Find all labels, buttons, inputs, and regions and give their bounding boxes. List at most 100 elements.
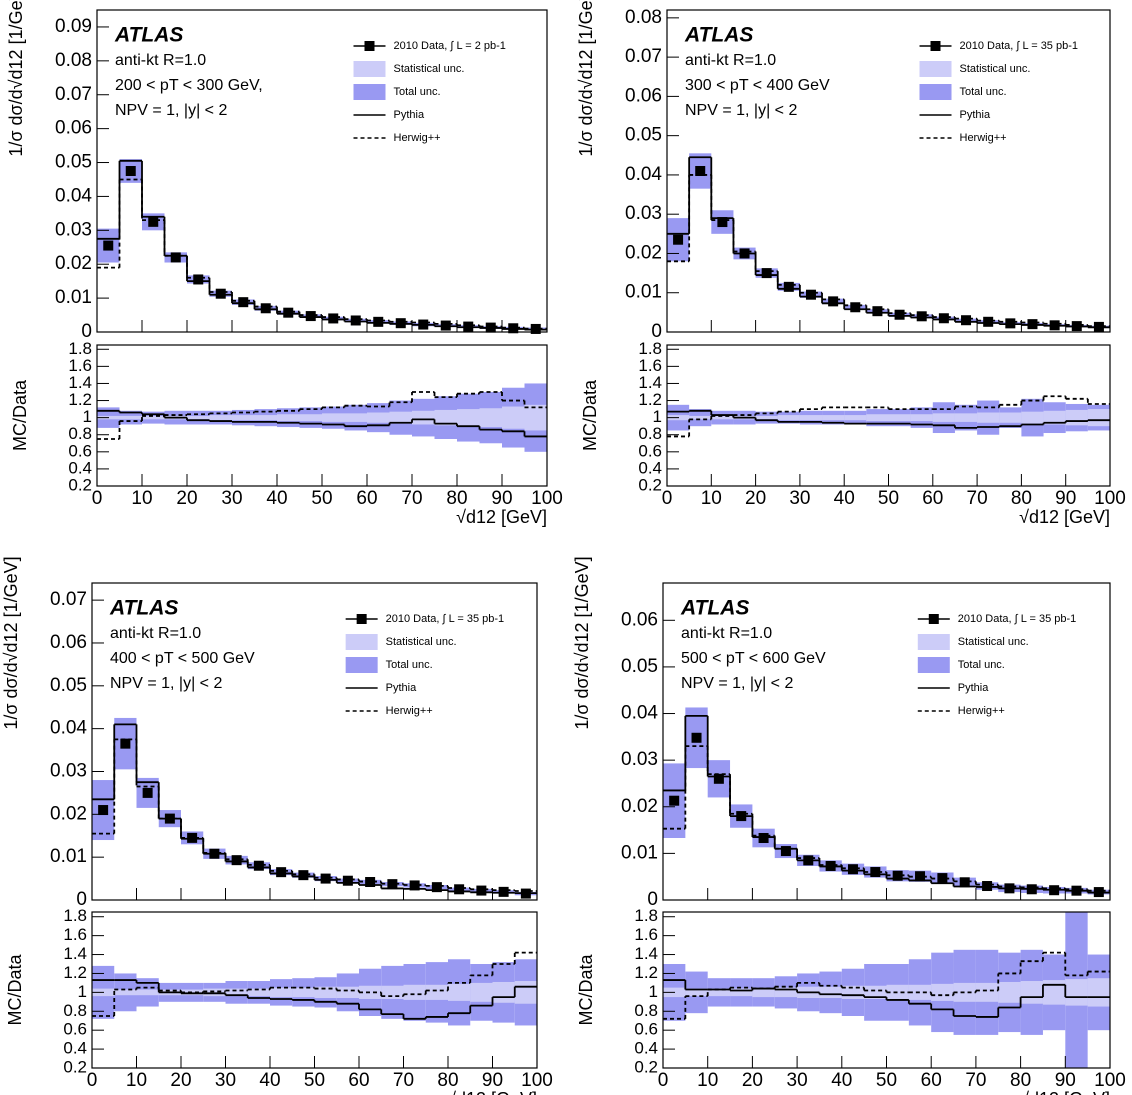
data-point [761, 268, 772, 279]
data-point [209, 848, 220, 859]
x-tick-label: 90 [482, 1070, 503, 1091]
ratio-unc-band [1020, 981, 1043, 1004]
y-tick-label: 0.05 [55, 152, 92, 173]
x-tick-label: 80 [437, 1070, 458, 1091]
data-point [669, 795, 680, 806]
ratio-axis-label: MC/Data [10, 379, 30, 451]
ratio-unc-band [689, 415, 712, 420]
y-tick-label: 1.4 [634, 944, 658, 963]
x-tick-label: 30 [787, 1070, 808, 1091]
ratio-unc-band [254, 415, 277, 421]
ratio-unc-band [114, 989, 137, 996]
data-point [298, 870, 309, 881]
y-tick-label: 0.4 [638, 458, 662, 477]
data-point [320, 873, 331, 884]
ratio-unc-band [755, 415, 778, 420]
data-point [342, 875, 353, 886]
ratio-unc-band [1087, 978, 1110, 1007]
legend-label: Herwig++ [958, 705, 1005, 717]
data-point [803, 855, 814, 866]
data-point [961, 315, 972, 326]
x-tick-label: 80 [446, 488, 467, 509]
data-point [892, 870, 903, 881]
ratio-axis-label: MC/Data [576, 954, 596, 1026]
y-tick-label: 0 [651, 321, 662, 342]
ratio-unc-band [119, 415, 142, 420]
y-tick-label: 0.6 [68, 441, 92, 460]
y-tick-label: 0.02 [625, 242, 662, 263]
data-point [454, 884, 465, 895]
data-point [847, 864, 858, 875]
data-point [691, 732, 702, 743]
y-tick-label: 0 [81, 321, 92, 342]
ratio-unc-band [932, 413, 955, 422]
ratio-unc-band [403, 984, 426, 1000]
data-point [387, 879, 398, 890]
x-tick-label: 60 [922, 488, 943, 509]
ratio-unc-band [203, 988, 226, 997]
data-point [828, 296, 839, 307]
data-point [276, 867, 287, 878]
ratio-unc-band [752, 987, 775, 998]
data-point [825, 860, 836, 871]
data-point [365, 877, 376, 888]
ratio-unc-band [232, 415, 255, 421]
data-point [260, 303, 271, 314]
y-tick-label: 1.6 [638, 356, 662, 375]
x-tick-label: 100 [1094, 488, 1126, 509]
data-point [870, 867, 881, 878]
legend-label: Total unc. [960, 86, 1007, 98]
ratio-unc-band [1021, 411, 1044, 424]
y-tick-label: 1 [653, 407, 662, 426]
data-point [695, 166, 706, 176]
x-tick-label: 30 [215, 1070, 236, 1091]
y-tick-label: 0.08 [55, 50, 92, 71]
legend-label: 2010 Data, ∫ L = 35 pb-1 [960, 40, 1079, 52]
ratio-unc-band [367, 412, 390, 423]
x-tick-label: 10 [701, 488, 722, 509]
legend-label: Pythia [386, 682, 417, 694]
annotation: 500 < pT < 600 GeV [681, 650, 826, 667]
data-point [1071, 885, 1082, 896]
data-point [409, 880, 420, 891]
data-point [1004, 883, 1015, 894]
legend-label: Total unc. [386, 659, 433, 671]
data-point [916, 311, 927, 322]
data-point [418, 319, 429, 330]
x-tick-label: 80 [1010, 1070, 1031, 1091]
x-tick-label: 40 [259, 1070, 280, 1091]
y-tick-label: 1.8 [638, 339, 662, 358]
data-point [713, 773, 724, 784]
legend-swatch [928, 614, 939, 624]
y-tick-label: 0.07 [50, 589, 87, 610]
x-tick-label: 100 [531, 488, 563, 509]
data-point [520, 888, 531, 899]
data-point [164, 813, 175, 824]
y-tick-label: 0.6 [638, 441, 662, 460]
data-point [476, 885, 487, 896]
data-point [872, 306, 883, 317]
x-tick-label: 70 [967, 488, 988, 509]
ratio-unc-band [270, 987, 293, 998]
data-point [1049, 320, 1060, 331]
ratio-unc-band [434, 409, 457, 426]
annotation: anti-kt R=1.0 [681, 625, 772, 642]
x-tick-label: 60 [348, 1070, 369, 1091]
y-tick-label: 1.4 [63, 944, 87, 963]
ratio-unc-band [1065, 979, 1088, 1006]
data-point [1027, 319, 1038, 330]
ratio-unc-band [799, 415, 823, 421]
ratio-unc-band [975, 982, 999, 1002]
x-tick-label: 0 [662, 488, 673, 509]
legend-label: Total unc. [958, 659, 1005, 671]
data-point [508, 323, 519, 334]
ratio-unc-band [277, 414, 300, 422]
legend-swatch [353, 61, 386, 77]
x-tick-label: 70 [965, 1070, 986, 1091]
y-tick-label: 1.2 [63, 963, 87, 982]
x-tick-label: 40 [266, 488, 287, 509]
legend-label: Total unc. [394, 86, 441, 98]
data-point [283, 307, 294, 318]
annotation: 200 < pT < 300 GeV, [115, 77, 263, 94]
experiment-label: ATLAS [114, 24, 183, 47]
